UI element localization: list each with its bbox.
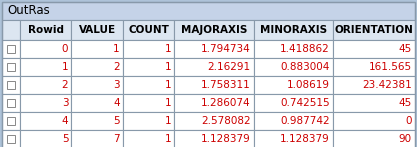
Text: 1.08619: 1.08619 bbox=[287, 80, 330, 90]
Bar bbox=[333, 112, 415, 130]
Bar bbox=[20, 94, 71, 112]
Bar bbox=[254, 130, 333, 147]
Bar bbox=[2, 94, 20, 112]
Text: 0: 0 bbox=[62, 44, 68, 54]
Text: VALUE: VALUE bbox=[78, 25, 116, 35]
Text: 45: 45 bbox=[399, 44, 412, 54]
Text: 2: 2 bbox=[62, 80, 68, 90]
Bar bbox=[254, 58, 333, 76]
Text: 1.128379: 1.128379 bbox=[201, 134, 251, 144]
Bar bbox=[71, 94, 123, 112]
Bar bbox=[7, 81, 15, 89]
Bar bbox=[123, 40, 174, 58]
Bar bbox=[20, 112, 71, 130]
Text: 5: 5 bbox=[113, 116, 120, 126]
Bar bbox=[71, 58, 123, 76]
Text: MAJORAXIS: MAJORAXIS bbox=[181, 25, 247, 35]
Text: 1: 1 bbox=[165, 134, 171, 144]
Text: 1: 1 bbox=[165, 116, 171, 126]
Text: 1.418862: 1.418862 bbox=[280, 44, 330, 54]
Bar bbox=[123, 94, 174, 112]
Text: 3: 3 bbox=[62, 98, 68, 108]
Text: OutRas: OutRas bbox=[7, 5, 50, 17]
Bar bbox=[254, 76, 333, 94]
Text: 2.578082: 2.578082 bbox=[201, 116, 251, 126]
Bar bbox=[20, 40, 71, 58]
Bar bbox=[123, 76, 174, 94]
Bar bbox=[123, 20, 174, 40]
Bar bbox=[7, 45, 15, 53]
Text: 1.128379: 1.128379 bbox=[280, 134, 330, 144]
Text: 2: 2 bbox=[113, 62, 120, 72]
Bar bbox=[174, 130, 254, 147]
Bar bbox=[2, 112, 20, 130]
Bar bbox=[7, 99, 15, 107]
Bar bbox=[174, 20, 254, 40]
Bar bbox=[71, 40, 123, 58]
Bar bbox=[2, 20, 20, 40]
Bar bbox=[174, 94, 254, 112]
Bar bbox=[2, 40, 20, 58]
Bar bbox=[254, 112, 333, 130]
Bar bbox=[71, 76, 123, 94]
Text: 0.987742: 0.987742 bbox=[280, 116, 330, 126]
Bar bbox=[174, 76, 254, 94]
Bar bbox=[2, 76, 20, 94]
Bar bbox=[333, 76, 415, 94]
Text: ORIENTATION: ORIENTATION bbox=[334, 25, 413, 35]
Bar bbox=[2, 2, 415, 20]
Bar bbox=[20, 20, 71, 40]
Text: 4: 4 bbox=[62, 116, 68, 126]
Text: 1: 1 bbox=[62, 62, 68, 72]
Text: 0.742515: 0.742515 bbox=[280, 98, 330, 108]
Bar bbox=[7, 117, 15, 125]
Text: 45: 45 bbox=[399, 98, 412, 108]
Text: 161.565: 161.565 bbox=[369, 62, 412, 72]
Text: 0: 0 bbox=[405, 116, 412, 126]
Text: 90: 90 bbox=[399, 134, 412, 144]
Text: 1: 1 bbox=[165, 44, 171, 54]
Text: 4: 4 bbox=[113, 98, 120, 108]
Bar bbox=[71, 130, 123, 147]
Bar bbox=[7, 135, 15, 143]
Text: Rowid: Rowid bbox=[28, 25, 63, 35]
Text: 2.16291: 2.16291 bbox=[207, 62, 251, 72]
Text: 1: 1 bbox=[113, 44, 120, 54]
Text: 0.883004: 0.883004 bbox=[280, 62, 330, 72]
Bar bbox=[2, 130, 20, 147]
Bar bbox=[333, 94, 415, 112]
Bar bbox=[174, 40, 254, 58]
Bar bbox=[123, 58, 174, 76]
Text: 1: 1 bbox=[165, 98, 171, 108]
Text: 1: 1 bbox=[165, 62, 171, 72]
Bar bbox=[7, 63, 15, 71]
Bar bbox=[333, 130, 415, 147]
Text: 1: 1 bbox=[165, 80, 171, 90]
Bar bbox=[20, 58, 71, 76]
Text: MINORAXIS: MINORAXIS bbox=[260, 25, 327, 35]
Bar bbox=[254, 20, 333, 40]
Text: 5: 5 bbox=[62, 134, 68, 144]
Bar bbox=[174, 58, 254, 76]
Bar bbox=[123, 130, 174, 147]
Bar bbox=[254, 94, 333, 112]
Bar bbox=[333, 40, 415, 58]
Text: COUNT: COUNT bbox=[128, 25, 169, 35]
Text: 23.42381: 23.42381 bbox=[362, 80, 412, 90]
Text: 1.794734: 1.794734 bbox=[201, 44, 251, 54]
Bar bbox=[20, 130, 71, 147]
Bar bbox=[2, 58, 20, 76]
Bar bbox=[71, 20, 123, 40]
Bar bbox=[20, 76, 71, 94]
Bar bbox=[71, 112, 123, 130]
Text: 1.286074: 1.286074 bbox=[201, 98, 251, 108]
Bar bbox=[254, 40, 333, 58]
Bar bbox=[174, 112, 254, 130]
Bar bbox=[123, 112, 174, 130]
Text: 1.758311: 1.758311 bbox=[201, 80, 251, 90]
Text: 3: 3 bbox=[113, 80, 120, 90]
Bar bbox=[333, 58, 415, 76]
Bar bbox=[333, 20, 415, 40]
Text: 7: 7 bbox=[113, 134, 120, 144]
